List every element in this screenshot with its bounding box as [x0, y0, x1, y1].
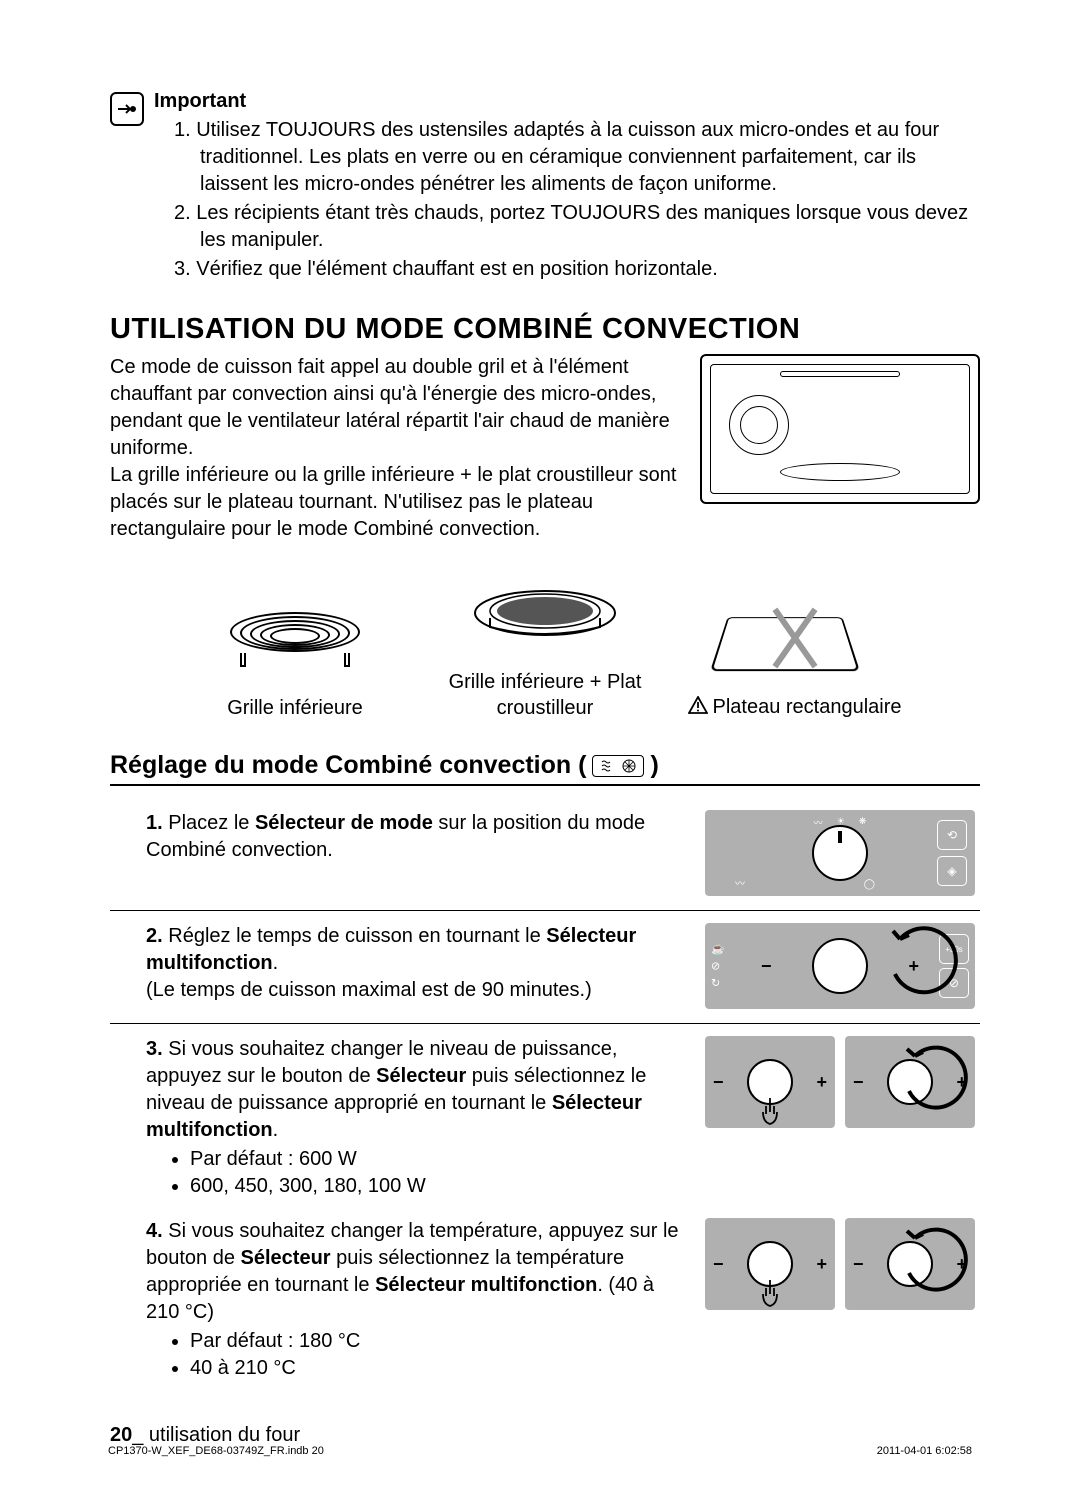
step-4-panel: − + − +	[705, 1218, 975, 1310]
footer-page: 20_ utilisation du four	[110, 1424, 980, 1447]
step-4-bullet-1: Par défaut : 180 °C	[190, 1328, 680, 1355]
intro-para-1: Ce mode de cuisson fait appel au double …	[110, 354, 680, 462]
footer-metadata: CP1370-W_XEF_DE68-03749Z_FR.indb 20 2011…	[108, 1445, 972, 1457]
accessory-plat-label: Grille inférieure + Plat croustilleur	[435, 669, 655, 721]
intro-text: Ce mode de cuisson fait appel au double …	[110, 354, 680, 543]
step-3-bullet-1: Par défaut : 600 W	[190, 1146, 680, 1173]
step-4-bold-b: Sélecteur multifonction	[375, 1274, 597, 1296]
step-3-num: 3.	[146, 1038, 163, 1060]
step-3-text-c: .	[273, 1119, 279, 1141]
accessory-plateau-label: Plateau rectangulaire	[688, 694, 901, 721]
step-1: 1. Placez le Sélecteur de mode sur la po…	[110, 798, 980, 911]
accessory-plateau: Plateau rectangulaire	[685, 598, 905, 721]
subsection-title-text: Réglage du mode Combiné convection (	[110, 751, 586, 780]
rotate-arrow-icon	[875, 919, 965, 1009]
section-title: UTILISATION DU MODE COMBINÉ CONVECTION	[110, 313, 980, 346]
step-2: 2. Réglez le temps de cuisson en tournan…	[110, 911, 980, 1024]
pointing-hand-icon	[110, 92, 144, 126]
important-item-2: 2. Les récipients étant très chauds, por…	[174, 200, 980, 254]
doc-ref: CP1370-W_XEF_DE68-03749Z_FR.indb 20	[108, 1445, 324, 1457]
step-3: 3. Si vous souhaitez changer le niveau d…	[110, 1024, 980, 1214]
accessory-grille-label: Grille inférieure	[227, 695, 363, 721]
panel-button-bot: ◈	[937, 856, 967, 886]
press-hand-icon	[757, 1096, 783, 1132]
page-number: 20	[110, 1424, 132, 1446]
important-list: 1. Utilisez TOUJOURS des ustensiles adap…	[154, 117, 980, 283]
step-4: 4. Si vous souhaitez changer la températ…	[110, 1214, 980, 1396]
important-item-1: 1. Utilisez TOUJOURS des ustensiles adap…	[174, 117, 980, 198]
important-item-3: 3. Vérifiez que l'élément chauffant est …	[174, 256, 980, 283]
rotate-arrow-icon	[887, 1036, 977, 1126]
mode-dial	[812, 825, 868, 881]
step-4-bullet-2: 40 à 210 °C	[190, 1355, 680, 1382]
warning-icon	[688, 695, 708, 721]
intro-para-2: La grille inférieure ou la grille inféri…	[110, 462, 680, 543]
step-4-bold-a: Sélecteur	[241, 1247, 331, 1269]
step-2-text-a: Réglez le temps de cuisson en tournant l…	[168, 925, 546, 947]
subsection-title-close: )	[650, 751, 658, 780]
page-section-label: utilisation du four	[143, 1424, 300, 1446]
rotate-arrow-icon	[887, 1218, 977, 1308]
step-3-panel: − + − +	[705, 1036, 975, 1128]
step-3-bullet-2: 600, 450, 300, 180, 100 W	[190, 1173, 680, 1200]
subsection-title: Réglage du mode Combiné convection ( )	[110, 751, 980, 786]
step-2-panel: ☕⊘↻ − + +30s ⊘	[705, 923, 975, 1009]
step-3-bold-a: Sélecteur	[376, 1065, 466, 1087]
step-2-paren: (Le temps de cuisson maximal est de 90 m…	[146, 977, 680, 1004]
step-1-panel: 〰☀❋ 〰 ◯ ⟲ ◈	[705, 810, 975, 896]
doc-date: 2011-04-01 6:02:58	[877, 1445, 972, 1457]
page-sep: _	[132, 1424, 143, 1446]
microwave-illustration	[700, 354, 980, 504]
step-1-num: 1.	[146, 812, 163, 834]
step-1-bold-a: Sélecteur de mode	[255, 812, 433, 834]
accessories-row: Grille inférieure Grille inférieure + Pl…	[170, 573, 920, 721]
step-1-text-a: Placez le	[168, 812, 255, 834]
press-hand-icon	[757, 1278, 783, 1314]
important-header: Important	[154, 90, 980, 113]
accessory-plateau-text: Plateau rectangulaire	[712, 696, 901, 718]
accessory-plat: Grille inférieure + Plat croustilleur	[435, 573, 655, 721]
accessory-grille: Grille inférieure	[185, 599, 405, 721]
panel-button-top: ⟲	[937, 820, 967, 850]
step-4-num: 4.	[146, 1220, 163, 1242]
step-2-text-b: .	[273, 952, 279, 974]
combi-convection-mode-icon	[592, 755, 644, 777]
multifunction-dial	[812, 938, 868, 994]
step-2-num: 2.	[146, 925, 163, 947]
